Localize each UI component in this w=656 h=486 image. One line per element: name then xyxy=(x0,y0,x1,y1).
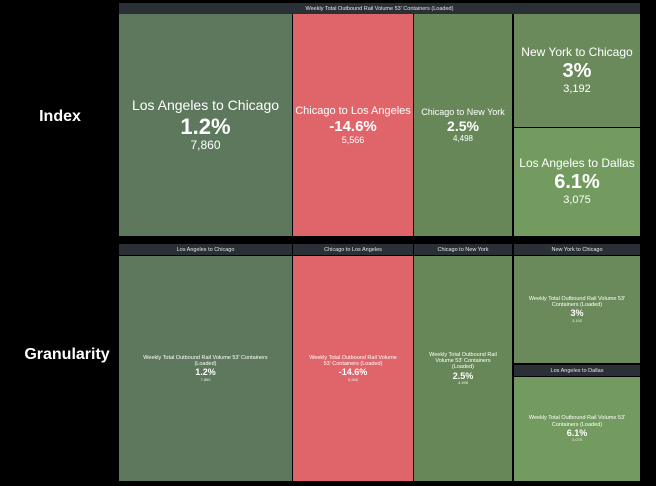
tile-change: 1.2% xyxy=(180,113,231,139)
tile[interactable]: Weekly Total Outbound Rail Volume 53' Co… xyxy=(414,256,512,481)
tile-change: -14.6% xyxy=(329,117,377,135)
tile-header: Chicago to Los Angeles xyxy=(293,244,413,255)
tile[interactable]: Weekly Total Outbound Rail Volume 53' Co… xyxy=(293,256,413,481)
tile-volume: 5,566 xyxy=(347,376,358,382)
tile[interactable]: Weekly Total Outbound Rail Volume 53' Co… xyxy=(119,256,292,481)
tile-volume: 3,192 xyxy=(563,82,591,95)
tile-volume: 7,860 xyxy=(200,376,211,382)
tile-header: New York to Chicago xyxy=(514,244,640,255)
tile-change: 6.1% xyxy=(566,427,588,438)
tile-name: Los Angeles to Dallas xyxy=(519,156,635,171)
tile-volume: 4,498 xyxy=(457,379,468,385)
tile-change: 3% xyxy=(562,59,592,82)
tile-metric: Weekly Total Outbound Rail Volume 53' Co… xyxy=(143,354,268,368)
tile[interactable]: Weekly Total Outbound Rail Volume 53' Co… xyxy=(514,256,640,363)
panel-title: Weekly Total Outbound Rail Volume 53' Co… xyxy=(119,3,640,14)
tile-metric: Weekly Total Outbound Rail Volume 53' Co… xyxy=(528,415,626,428)
tile-name: Los Angeles to Chicago xyxy=(131,97,280,114)
tile-change: 6.1% xyxy=(554,171,600,194)
tile[interactable]: Chicago to Los Angeles -14.6% 5,566 xyxy=(293,14,413,236)
row-label: Granularity xyxy=(24,346,110,363)
tile-header: Los Angeles to Dallas xyxy=(514,365,640,376)
tile-metric: Weekly Total Outbound Rail Volume 53' Co… xyxy=(528,295,626,309)
tile-change: 1.2% xyxy=(195,367,216,378)
tile-change: 3% xyxy=(570,308,584,319)
tile-volume: 5,566 xyxy=(341,134,365,145)
tile[interactable]: Chicago to New York 2.5% 4,498 xyxy=(414,14,512,236)
tile-volume: 4,498 xyxy=(452,133,474,143)
tile-metric: Weekly Total Outbound Rail Volume 53' Co… xyxy=(309,354,397,368)
tile-change: -14.6% xyxy=(338,367,368,378)
tile-metric: Weekly Total Outbound Rail Volume 53' Co… xyxy=(429,351,497,371)
tile-change: 2.5% xyxy=(452,370,474,381)
tile-name: New York to Chicago xyxy=(521,44,633,59)
tile[interactable]: Weekly Total Outbound Rail Volume 53' Co… xyxy=(514,377,640,481)
tile[interactable]: Los Angeles to Chicago 1.2% 7,860 xyxy=(119,14,292,236)
tile-change: 2.5% xyxy=(447,117,479,134)
tile-volume: 3,075 xyxy=(563,194,591,207)
tile[interactable]: Los Angeles to Dallas 6.1% 3,075 xyxy=(514,128,640,236)
tile-header: Los Angeles to Chicago xyxy=(119,244,292,255)
tile-header: Chicago to New York xyxy=(414,244,512,255)
row-label: Index xyxy=(39,108,81,125)
tile-volume: 3,075 xyxy=(571,437,582,443)
tile-volume: 3,192 xyxy=(571,317,582,323)
tile-name: Chicago to Los Angeles xyxy=(295,104,411,117)
tile-volume: 7,860 xyxy=(190,137,221,152)
tile[interactable]: New York to Chicago 3% 3,192 xyxy=(514,14,640,127)
tile-name: Chicago to New York xyxy=(421,107,505,118)
